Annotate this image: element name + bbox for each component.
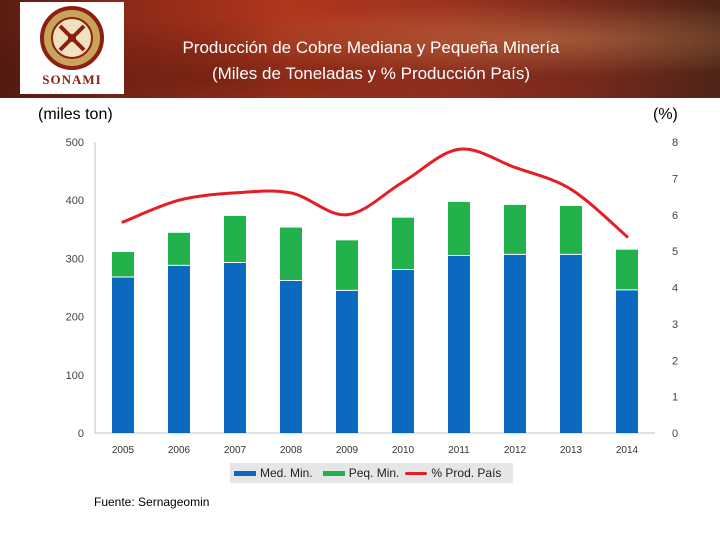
legend-swatch-peq: [322, 470, 345, 476]
chart-title: Producción de Cobre Mediana y Pequeña Mi…: [182, 38, 560, 57]
point-pct-2010: [401, 180, 405, 184]
legend-label-pct: % Prod. País: [431, 466, 502, 480]
x-tick-label: 2012: [504, 445, 527, 456]
legend-label-peq: Peq. Min.: [348, 466, 400, 480]
source-note: Fuente: Sernageomin: [94, 495, 210, 509]
point-pct-2013: [569, 187, 573, 191]
point-pct-2008: [289, 191, 293, 195]
bar-peq-2012: [504, 204, 526, 255]
legend-item-pct: % Prod. País: [405, 466, 501, 480]
point-pct-2005: [121, 220, 125, 224]
bar-peq-2008: [280, 227, 302, 281]
logo-emblem-icon: [40, 6, 104, 70]
point-pct-2011: [457, 147, 461, 151]
right-tick-label: 6: [672, 210, 678, 222]
header-banner: SONAMI Producción de Cobre Mediana y Peq…: [0, 0, 720, 98]
left-tick-label: 300: [66, 253, 84, 265]
bar-peq-2011: [448, 201, 470, 256]
left-tick-label: 500: [66, 137, 84, 149]
x-tick-label: 2009: [336, 445, 359, 456]
left-tick-label: 0: [78, 428, 84, 440]
right-tick-label: 3: [672, 319, 678, 331]
bar-peq-2014: [616, 249, 638, 290]
bar-peq-2013: [560, 206, 582, 255]
x-tick-label: 2011: [448, 445, 470, 456]
right-tick-label: 4: [672, 283, 678, 295]
point-pct-2009: [345, 213, 349, 217]
x-tick-label: 2006: [168, 445, 191, 456]
x-tick-label: 2007: [224, 445, 247, 456]
legend-item-med: Med. Min.: [234, 466, 313, 480]
legend-label-med: Med. Min.: [260, 466, 313, 480]
right-tick-label: 1: [672, 392, 678, 404]
bar-med-2013: [560, 254, 582, 433]
bar-peq-2007: [224, 215, 246, 263]
right-tick-label: 0: [672, 428, 678, 440]
x-tick-label: 2014: [616, 445, 639, 456]
bar-med-2008: [280, 280, 302, 433]
bar-med-2009: [336, 290, 358, 433]
bar-med-2014: [616, 289, 638, 433]
left-tick-label: 200: [66, 312, 84, 324]
chart-legend: Med. Min. Peq. Min. % Prod. País: [230, 463, 513, 483]
right-tick-label: 7: [672, 173, 678, 185]
right-tick-label: 8: [672, 137, 678, 149]
point-pct-2012: [513, 165, 517, 169]
bar-peq-2010: [392, 217, 414, 270]
point-pct-2014: [625, 235, 629, 239]
right-axis-unit: (%): [653, 106, 678, 123]
bar-med-2005: [112, 277, 134, 433]
chart-subtitle: (Miles de Toneladas y % Producción País): [211, 64, 531, 83]
logo-text: SONAMI: [42, 72, 102, 87]
bar-med-2007: [224, 262, 246, 433]
bar-peq-2005: [112, 251, 134, 278]
x-tick-label: 2013: [560, 445, 583, 456]
x-tick-label: 2008: [280, 445, 303, 456]
bar-med-2012: [504, 254, 526, 433]
bar-med-2006: [168, 265, 190, 433]
x-tick-label: 2010: [392, 445, 415, 456]
bar-med-2010: [392, 269, 414, 433]
legend-swatch-pct: [405, 471, 428, 475]
left-axis-unit: (miles ton): [38, 106, 113, 123]
legend-item-peq: Peq. Min.: [322, 466, 400, 480]
point-pct-2007: [233, 191, 237, 195]
right-tick-label: 5: [672, 246, 678, 258]
x-tick-label: 2005: [112, 445, 135, 456]
point-pct-2006: [177, 198, 181, 202]
bar-peq-2006: [168, 232, 190, 266]
right-tick-label: 2: [672, 355, 678, 367]
bar-med-2011: [448, 255, 470, 433]
sonami-logo: SONAMI: [20, 2, 124, 94]
line-pct-prod-pais: [121, 147, 629, 239]
bar-peq-2009: [336, 240, 358, 291]
left-tick-label: 100: [66, 370, 84, 382]
legend-swatch-med: [234, 470, 256, 476]
left-tick-label: 400: [66, 195, 84, 207]
